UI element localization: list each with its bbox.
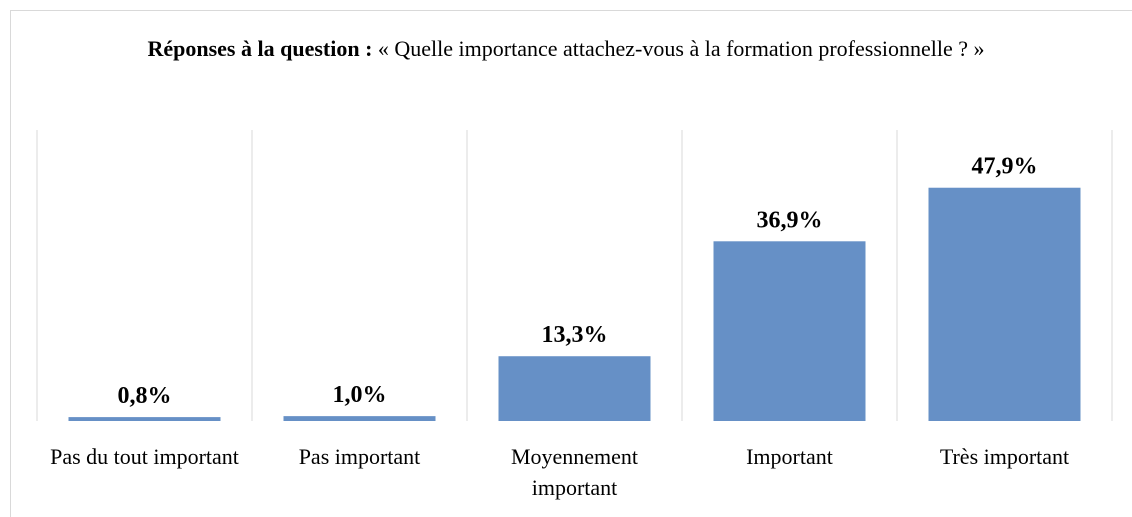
x-tick-label: Très important: [939, 444, 1070, 469]
value-label: 13,3%: [542, 322, 608, 348]
bar: [928, 187, 1081, 421]
x-tick-label: Important: [746, 444, 833, 469]
chart-border: [10, 10, 1132, 517]
x-tick-label: Moyennement important: [510, 444, 639, 500]
title-question: « Quelle importance attachez-vous à la f…: [377, 36, 985, 61]
x-tick-label: Pas important: [298, 444, 421, 469]
bar: [713, 241, 866, 421]
chart-title: Réponses à la question : « Quelle import…: [110, 34, 1022, 64]
value-label: 0,8%: [118, 383, 172, 409]
bar: [283, 416, 436, 421]
value-label: 36,9%: [757, 207, 823, 233]
bar: [68, 417, 221, 421]
value-label: 1,0%: [333, 382, 387, 408]
x-tick-label: Pas du tout important: [50, 444, 239, 469]
title-bold: Réponses à la question :: [147, 36, 373, 61]
value-label: 47,9%: [972, 154, 1038, 180]
bar: [498, 356, 651, 421]
